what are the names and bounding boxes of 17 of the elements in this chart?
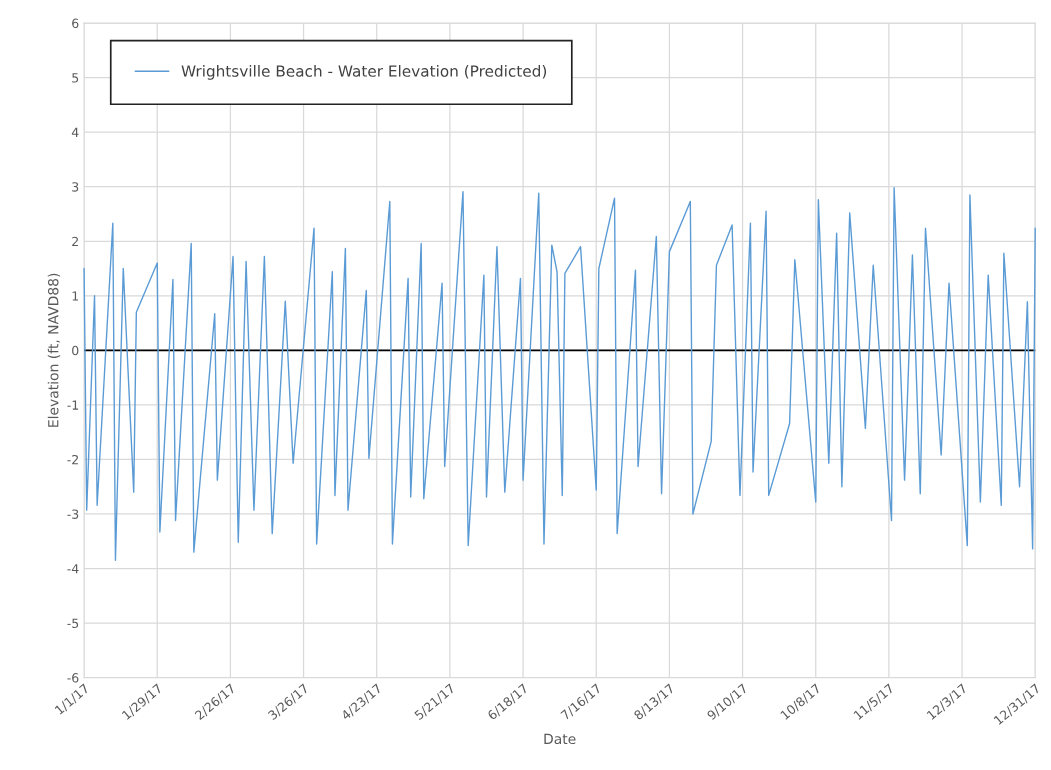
- x-axis-title: Date: [544, 733, 576, 745]
- y-tick-label: -5: [67, 618, 79, 628]
- legend-label: Wrightsville Beach - Water Elevation (Predicted): [181, 65, 547, 80]
- y-tick-label: -6: [67, 673, 79, 683]
- y-tick-label: -1: [67, 400, 79, 410]
- y-tick-label: 6: [72, 18, 79, 29]
- y-tick-label: 4: [71, 127, 79, 137]
- y-axis-title: Elevation (ft, NAVD88): [47, 273, 61, 427]
- y-tick-label: -2: [67, 454, 78, 465]
- y-tick-label: 1: [72, 291, 79, 301]
- line-series: [83, 187, 1036, 562]
- y-tick-label: 0: [72, 345, 79, 356]
- y-tick-label: 3: [72, 182, 79, 192]
- y-tick-label: 5: [72, 73, 79, 83]
- y-tick-label: -4: [67, 564, 79, 574]
- y-tick-label: -3: [67, 509, 79, 519]
- y-tick-label: 2: [72, 236, 78, 247]
